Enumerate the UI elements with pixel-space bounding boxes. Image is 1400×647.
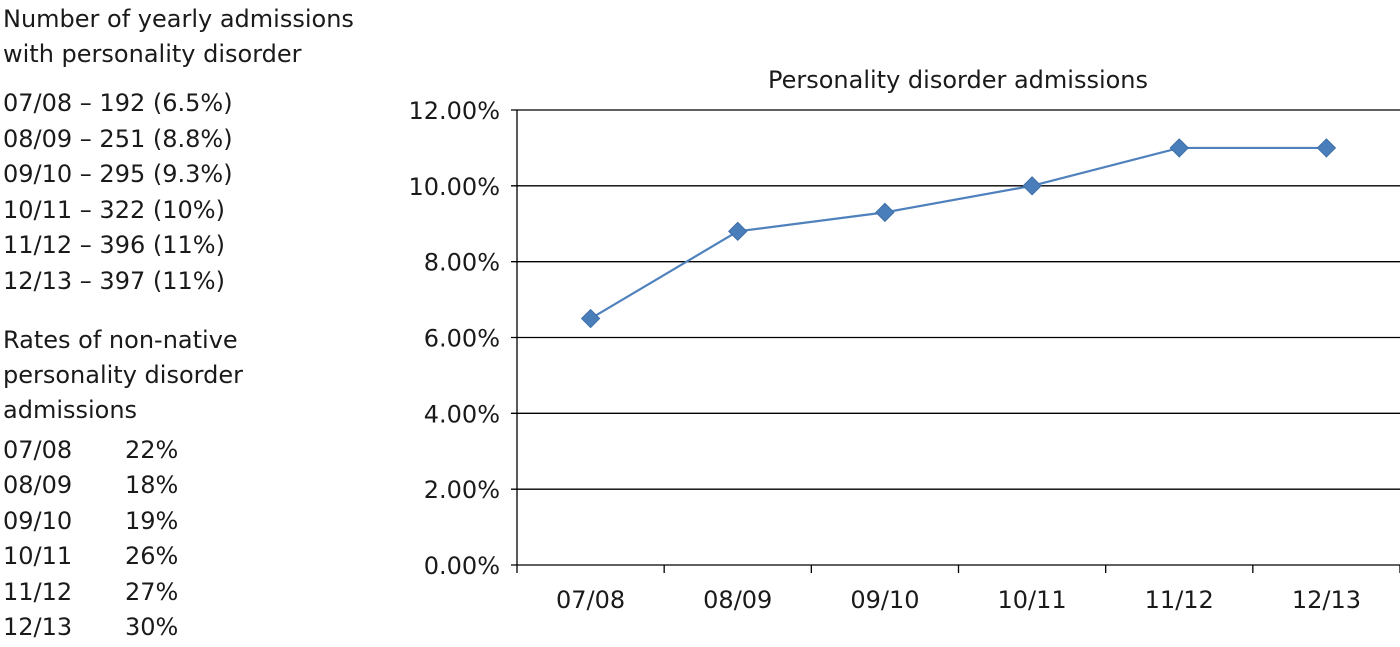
nonnative-period: 07/08: [3, 436, 73, 464]
admissions-item: 08/09 – 251 (8.8%): [3, 124, 233, 153]
nonnative-item: 12/13 30%: [3, 610, 178, 645]
y-tick-label: 2.00%: [424, 476, 500, 504]
admissions-list: 07/08 – 192 (6.5%) 08/09 – 251 (8.8%) 09…: [3, 86, 233, 300]
nonnative-item: 09/10 19%: [3, 504, 178, 539]
series: [580, 138, 1337, 329]
data-point: [875, 202, 895, 223]
series-line: [590, 146, 1327, 320]
x-axis-ticks: 07/08 08/09 09/10 10/11 11/12 12/13: [556, 586, 1361, 614]
nonnative-period: 11/12: [3, 577, 73, 606]
nonnative-item: 11/12 27%: [3, 575, 178, 610]
admissions-item: 07/08 – 192 (6.5%): [3, 89, 233, 117]
x-tick-label: 10/11: [997, 586, 1066, 614]
nonnative-period: 10/11: [3, 542, 73, 571]
gridlines: [511, 109, 1400, 573]
admissions-item: 12/13 – 397 (11%): [3, 266, 225, 295]
y-tick-label: 8.00%: [424, 249, 500, 277]
y-tick-label: 4.00%: [424, 400, 500, 428]
chart-title: Personality disorder admissions: [768, 66, 1148, 94]
nonnative-list: 07/08 22% 08/09 18% 09/10 19% 10/11 26% 11/1…: [3, 433, 178, 645]
nonnative-item: 10/11 26%: [3, 539, 178, 574]
nonnative-period: 12/13: [3, 613, 73, 642]
data-point: [1169, 138, 1189, 158]
y-axis-ticks: 0.00% 2.00% 4.00% 6.00% 8.00% 10.00% 12.00%: [408, 97, 500, 580]
x-tick-label: 08/09: [703, 586, 772, 614]
x-tick-label: 11/12: [1145, 586, 1214, 614]
nonnative-rate: 18%: [125, 471, 179, 500]
nonnative-period: 08/09: [3, 471, 73, 500]
x-tick-label: 07/08: [556, 586, 625, 614]
nonnative-heading: Rates of non-native personality disorder…: [3, 326, 243, 424]
admissions-item: 10/11 – 322 (10%): [3, 195, 225, 224]
nonnative-rate: 30%: [125, 613, 179, 642]
admissions-item: 11/12 – 396 (11%): [3, 231, 225, 260]
nonnative-rate: 26%: [125, 542, 179, 571]
nonnative-rate: 22%: [125, 436, 179, 464]
admissions-heading: Number of yearly admissions with persona…: [3, 5, 354, 68]
nonnative-item: 07/08 22%: [3, 433, 178, 468]
y-tick-label: 10.00%: [408, 173, 500, 201]
y-tick-label: 12.00%: [408, 97, 500, 125]
nonnative-rate: 27%: [125, 577, 179, 606]
nonnative-period: 09/10: [3, 506, 73, 535]
y-tick-label: 0.00%: [424, 552, 500, 580]
data-point: [1316, 138, 1337, 158]
admissions-item: 09/10 – 295 (9.3%): [3, 160, 233, 189]
y-tick-label: 6.00%: [424, 325, 500, 353]
x-tick-label: 12/13: [1292, 586, 1361, 614]
data-point: [728, 221, 748, 242]
data-point: [580, 308, 601, 329]
nonnative-item: 08/09 18%: [3, 468, 178, 503]
x-tick-label: 09/10: [850, 586, 919, 614]
nonnative-rate: 19%: [125, 506, 179, 535]
data-point: [1022, 176, 1042, 196]
